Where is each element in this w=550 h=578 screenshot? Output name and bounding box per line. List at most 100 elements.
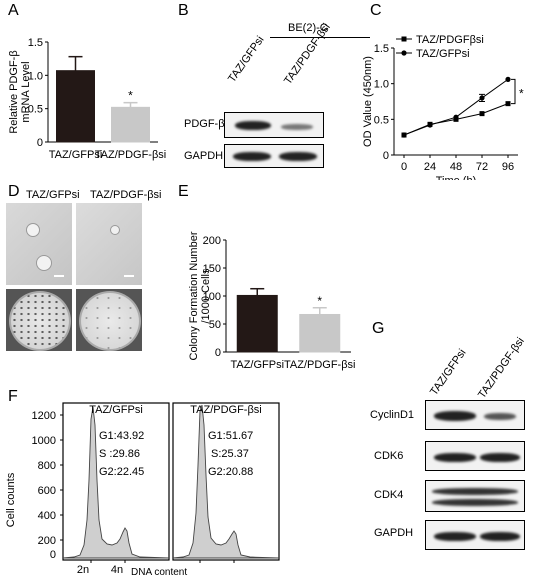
y-tick-label: 0.5 — [374, 114, 389, 126]
colony-dish-pdgfbsi — [76, 289, 142, 351]
band — [480, 453, 520, 462]
point-circle — [427, 122, 433, 128]
legend-marker-circle — [401, 50, 407, 56]
f-right-s: S:25.37 — [211, 448, 249, 460]
colony-label-pdgfbsi: TAZ/PDGF-βsi — [90, 189, 162, 201]
scale-bar — [124, 275, 134, 277]
category-label: TAZ/GFPsi — [230, 359, 284, 371]
blot-g-cdk4-box — [425, 480, 525, 512]
panel-letter-a: A — [8, 2, 19, 19]
panel-e-bar-chart: 0 50 100 150 200 TAZ/GFPsi TAZ/PDGF-βsi * Colony… — [188, 231, 356, 371]
category-label: TAZ/PDGF-βsi — [95, 149, 167, 161]
point-square — [505, 101, 511, 107]
panel-f-cell-cycle-histograms: Cell counts 1200 1000 800 600 400 200 0 … — [5, 402, 280, 575]
y-tick-label: 0.5 — [28, 104, 43, 116]
f-right-g2: G2:20.88 — [208, 466, 253, 478]
bar-1 — [236, 294, 278, 353]
point-circle — [453, 114, 459, 120]
x-tick-label: 72 — [476, 161, 488, 173]
blot-g-row-cdk6: CDK6 — [374, 450, 404, 462]
y-tick-label: 1.0 — [374, 79, 389, 91]
y-tick-label: 0 — [37, 137, 43, 149]
f-right-frame — [172, 402, 280, 561]
band — [235, 121, 271, 130]
significance-mark: * — [317, 294, 322, 308]
significance-mark: * — [128, 89, 133, 103]
f-left-s: S :29.86 — [99, 448, 140, 460]
f-ytick: 600 — [38, 485, 56, 497]
category-label: TAZ/GFPsi — [49, 149, 103, 161]
y-axis-label-line1: Colony Formation Number — [188, 231, 200, 360]
x-tick-label: 24 — [424, 161, 436, 173]
bar-2 — [299, 313, 341, 353]
cell-line-label: BE(2)-C — [288, 22, 328, 34]
petri-dish — [9, 291, 71, 351]
petri-dish — [79, 291, 141, 351]
f-left-histogram — [62, 406, 170, 559]
legend-marker-square — [401, 36, 407, 42]
f-right-title: TAZ/PDGF-βsi — [190, 404, 262, 416]
y-tick-label: 50 — [209, 319, 221, 331]
blot-g-lane-2: TAZ/PDGF-βsi — [476, 335, 527, 401]
y-axis-label-line2: mRNA Level — [20, 61, 32, 122]
blot-g-row-cyclind1: CyclinD1 — [370, 409, 415, 421]
point-circle — [505, 76, 511, 82]
y-axis-label: OD Value (450nm) — [362, 56, 374, 147]
f-xaxis-ticks — [90, 560, 235, 563]
x-tick-label: 96 — [502, 161, 514, 173]
blot-b-row-pdgfb: PDGF-β — [184, 118, 225, 130]
band — [233, 152, 271, 161]
f-xtick-2n: 2n — [77, 564, 89, 575]
band — [432, 488, 518, 495]
band — [434, 453, 476, 462]
band — [480, 532, 520, 541]
significance-bracket — [511, 78, 516, 105]
f-left-g1: G1:43.92 — [99, 430, 144, 442]
f-ytick: 400 — [38, 510, 56, 522]
panel-letter-e: E — [178, 183, 189, 200]
f-ytick: 1200 — [32, 410, 56, 422]
y-axis-label-line2: /1000 Cells — [200, 268, 212, 324]
colony-micrograph-gfpsi — [6, 203, 72, 285]
y-tick-label: 100 — [203, 291, 221, 303]
x-axis-label: Time (h) — [436, 175, 477, 180]
band — [279, 152, 317, 161]
category-label: TAZ/PDGF-βsi — [284, 359, 356, 371]
y-tick-label: 150 — [203, 263, 221, 275]
x-tick-label: 48 — [450, 161, 462, 173]
band — [484, 413, 516, 420]
point-square — [479, 111, 485, 117]
blot-g-lane-1: TAZ/GFPsi — [428, 347, 469, 398]
series-line-2 — [403, 78, 509, 136]
y-tick-label: 200 — [203, 235, 221, 247]
point-circle — [401, 132, 407, 138]
band — [432, 499, 518, 506]
colony-dots — [11, 293, 69, 349]
f-ylabel: Cell counts — [5, 472, 17, 527]
significance-mark: * — [519, 87, 524, 101]
y-tick-label: 1.5 — [374, 43, 389, 55]
f-xtick-4n: 4n — [111, 564, 123, 575]
cell-line-bracket — [270, 37, 370, 38]
blot-g-row-gapdh: GAPDH — [374, 527, 414, 539]
f-left-frame — [62, 402, 170, 561]
y-tick-label: 0 — [215, 347, 221, 359]
y-tick-label: 1.0 — [28, 70, 43, 82]
colony — [110, 225, 120, 235]
f-right-histogram — [172, 404, 280, 559]
blot-b-pdgfb-box — [224, 112, 324, 138]
colony-dish-gfpsi — [6, 289, 72, 351]
blot-b-lane-1: TAZ/GFPsi — [226, 34, 267, 85]
panel-letter-b: B — [178, 2, 189, 19]
scale-bar — [54, 275, 64, 277]
point-circle — [479, 95, 485, 101]
panel-letter-f: F — [8, 388, 18, 405]
f-ytick: 0 — [50, 549, 56, 561]
panel-c-line-chart: 0 0.5 1.0 1.5 0 24 48 72 96 Time (h) OD Value (450… — [362, 34, 524, 180]
y-axis-label-line1: Relative PDGF-β — [8, 50, 20, 133]
colony-dots — [81, 293, 139, 349]
bar-2 — [111, 106, 150, 143]
f-ytick: 200 — [38, 535, 56, 547]
blot-g-row-cdk4: CDK4 — [374, 489, 404, 501]
